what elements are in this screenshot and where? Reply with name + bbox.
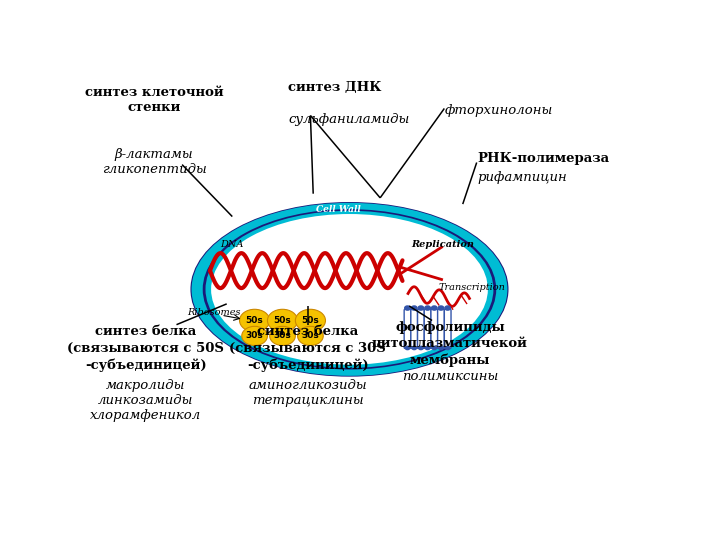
FancyBboxPatch shape	[424, 309, 431, 348]
Text: макролиды
линкозамиды
хлорамфеникол: макролиды линкозамиды хлорамфеникол	[90, 379, 202, 422]
Circle shape	[405, 306, 410, 310]
Ellipse shape	[192, 203, 508, 376]
Circle shape	[240, 309, 270, 332]
Text: цитоплазматичекой: цитоплазматичекой	[372, 337, 528, 350]
Text: 30s: 30s	[274, 332, 292, 340]
FancyBboxPatch shape	[418, 309, 424, 348]
FancyBboxPatch shape	[444, 309, 451, 348]
Circle shape	[297, 326, 323, 346]
Text: 50s: 50s	[274, 316, 292, 325]
Text: Replication: Replication	[411, 240, 474, 248]
Text: -субъединицей): -субъединицей)	[247, 359, 369, 372]
Text: -субъединицей): -субъединицей)	[85, 359, 207, 372]
Ellipse shape	[203, 209, 496, 369]
Ellipse shape	[211, 214, 488, 364]
Circle shape	[418, 346, 423, 349]
Text: 30s: 30s	[302, 332, 319, 340]
Text: 30s: 30s	[246, 332, 264, 340]
Text: рифампицин: рифампицин	[478, 171, 567, 184]
Circle shape	[405, 346, 410, 349]
Text: сульфаниламиды: сульфаниламиды	[288, 113, 410, 126]
Circle shape	[438, 346, 444, 349]
FancyBboxPatch shape	[411, 309, 418, 348]
Text: DNA: DNA	[220, 240, 244, 248]
Circle shape	[438, 306, 444, 310]
Circle shape	[446, 346, 450, 349]
Text: β-лактамы
гликопептиды: β-лактамы гликопептиды	[102, 148, 207, 176]
FancyBboxPatch shape	[404, 309, 411, 348]
Text: 50s: 50s	[246, 316, 264, 325]
Text: полимиксины: полимиксины	[402, 370, 498, 383]
Circle shape	[445, 306, 451, 310]
FancyBboxPatch shape	[431, 309, 438, 348]
Circle shape	[242, 326, 267, 346]
Ellipse shape	[205, 211, 493, 368]
Text: синтез белка: синтез белка	[257, 325, 359, 338]
Circle shape	[411, 306, 417, 310]
Text: РНК-полимераза: РНК-полимераза	[478, 152, 610, 165]
Text: Ribosomes: Ribosomes	[188, 308, 241, 316]
Text: Cell Wall: Cell Wall	[316, 205, 361, 214]
Circle shape	[425, 306, 431, 310]
Text: фторхинолоны: фторхинолоны	[444, 104, 552, 117]
Circle shape	[432, 346, 436, 349]
Text: мембраны: мембраны	[410, 354, 490, 367]
Circle shape	[431, 306, 437, 310]
Text: синтез белка: синтез белка	[95, 325, 197, 338]
Circle shape	[267, 309, 297, 332]
Text: 50s: 50s	[302, 316, 319, 325]
Text: (связываются с 30S: (связываются с 30S	[229, 342, 386, 355]
FancyBboxPatch shape	[438, 309, 444, 348]
Ellipse shape	[191, 202, 508, 377]
Circle shape	[270, 326, 295, 346]
Circle shape	[418, 306, 423, 310]
Text: синтез ДНК: синтез ДНК	[288, 82, 382, 94]
Circle shape	[295, 309, 325, 332]
Circle shape	[412, 346, 416, 349]
Text: фосфолипиды: фосфолипиды	[395, 321, 505, 334]
Text: (связываются с 50S: (связываются с 50S	[68, 342, 224, 355]
Circle shape	[426, 346, 430, 349]
Text: синтез клеточной
стенки: синтез клеточной стенки	[85, 85, 223, 113]
Text: аминогликозиды
тетрациклины: аминогликозиды тетрациклины	[248, 379, 367, 407]
Text: Transcription: Transcription	[438, 283, 505, 292]
